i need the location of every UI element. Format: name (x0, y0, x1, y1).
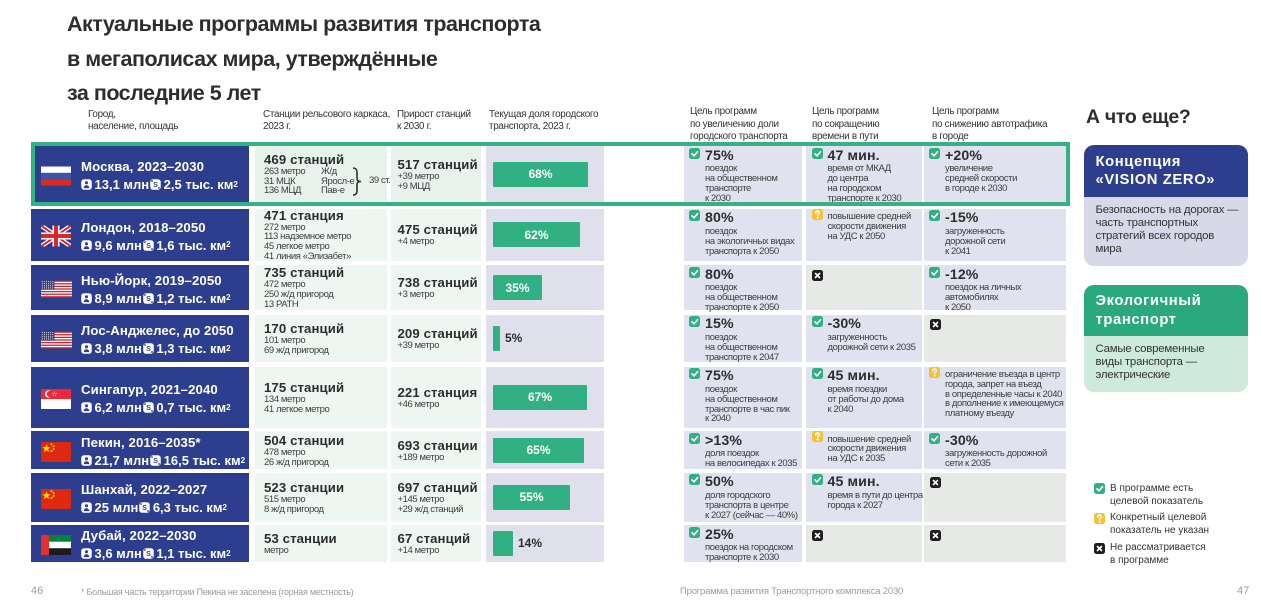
svg-text:S: S (146, 294, 151, 303)
svg-text:S: S (153, 456, 158, 465)
svg-text:S: S (146, 344, 151, 353)
svg-text:S: S (146, 403, 151, 412)
svg-text:S: S (142, 503, 147, 512)
svg-text:S: S (153, 180, 158, 189)
svg-text:S: S (146, 549, 151, 558)
svg-text:S: S (146, 241, 151, 250)
